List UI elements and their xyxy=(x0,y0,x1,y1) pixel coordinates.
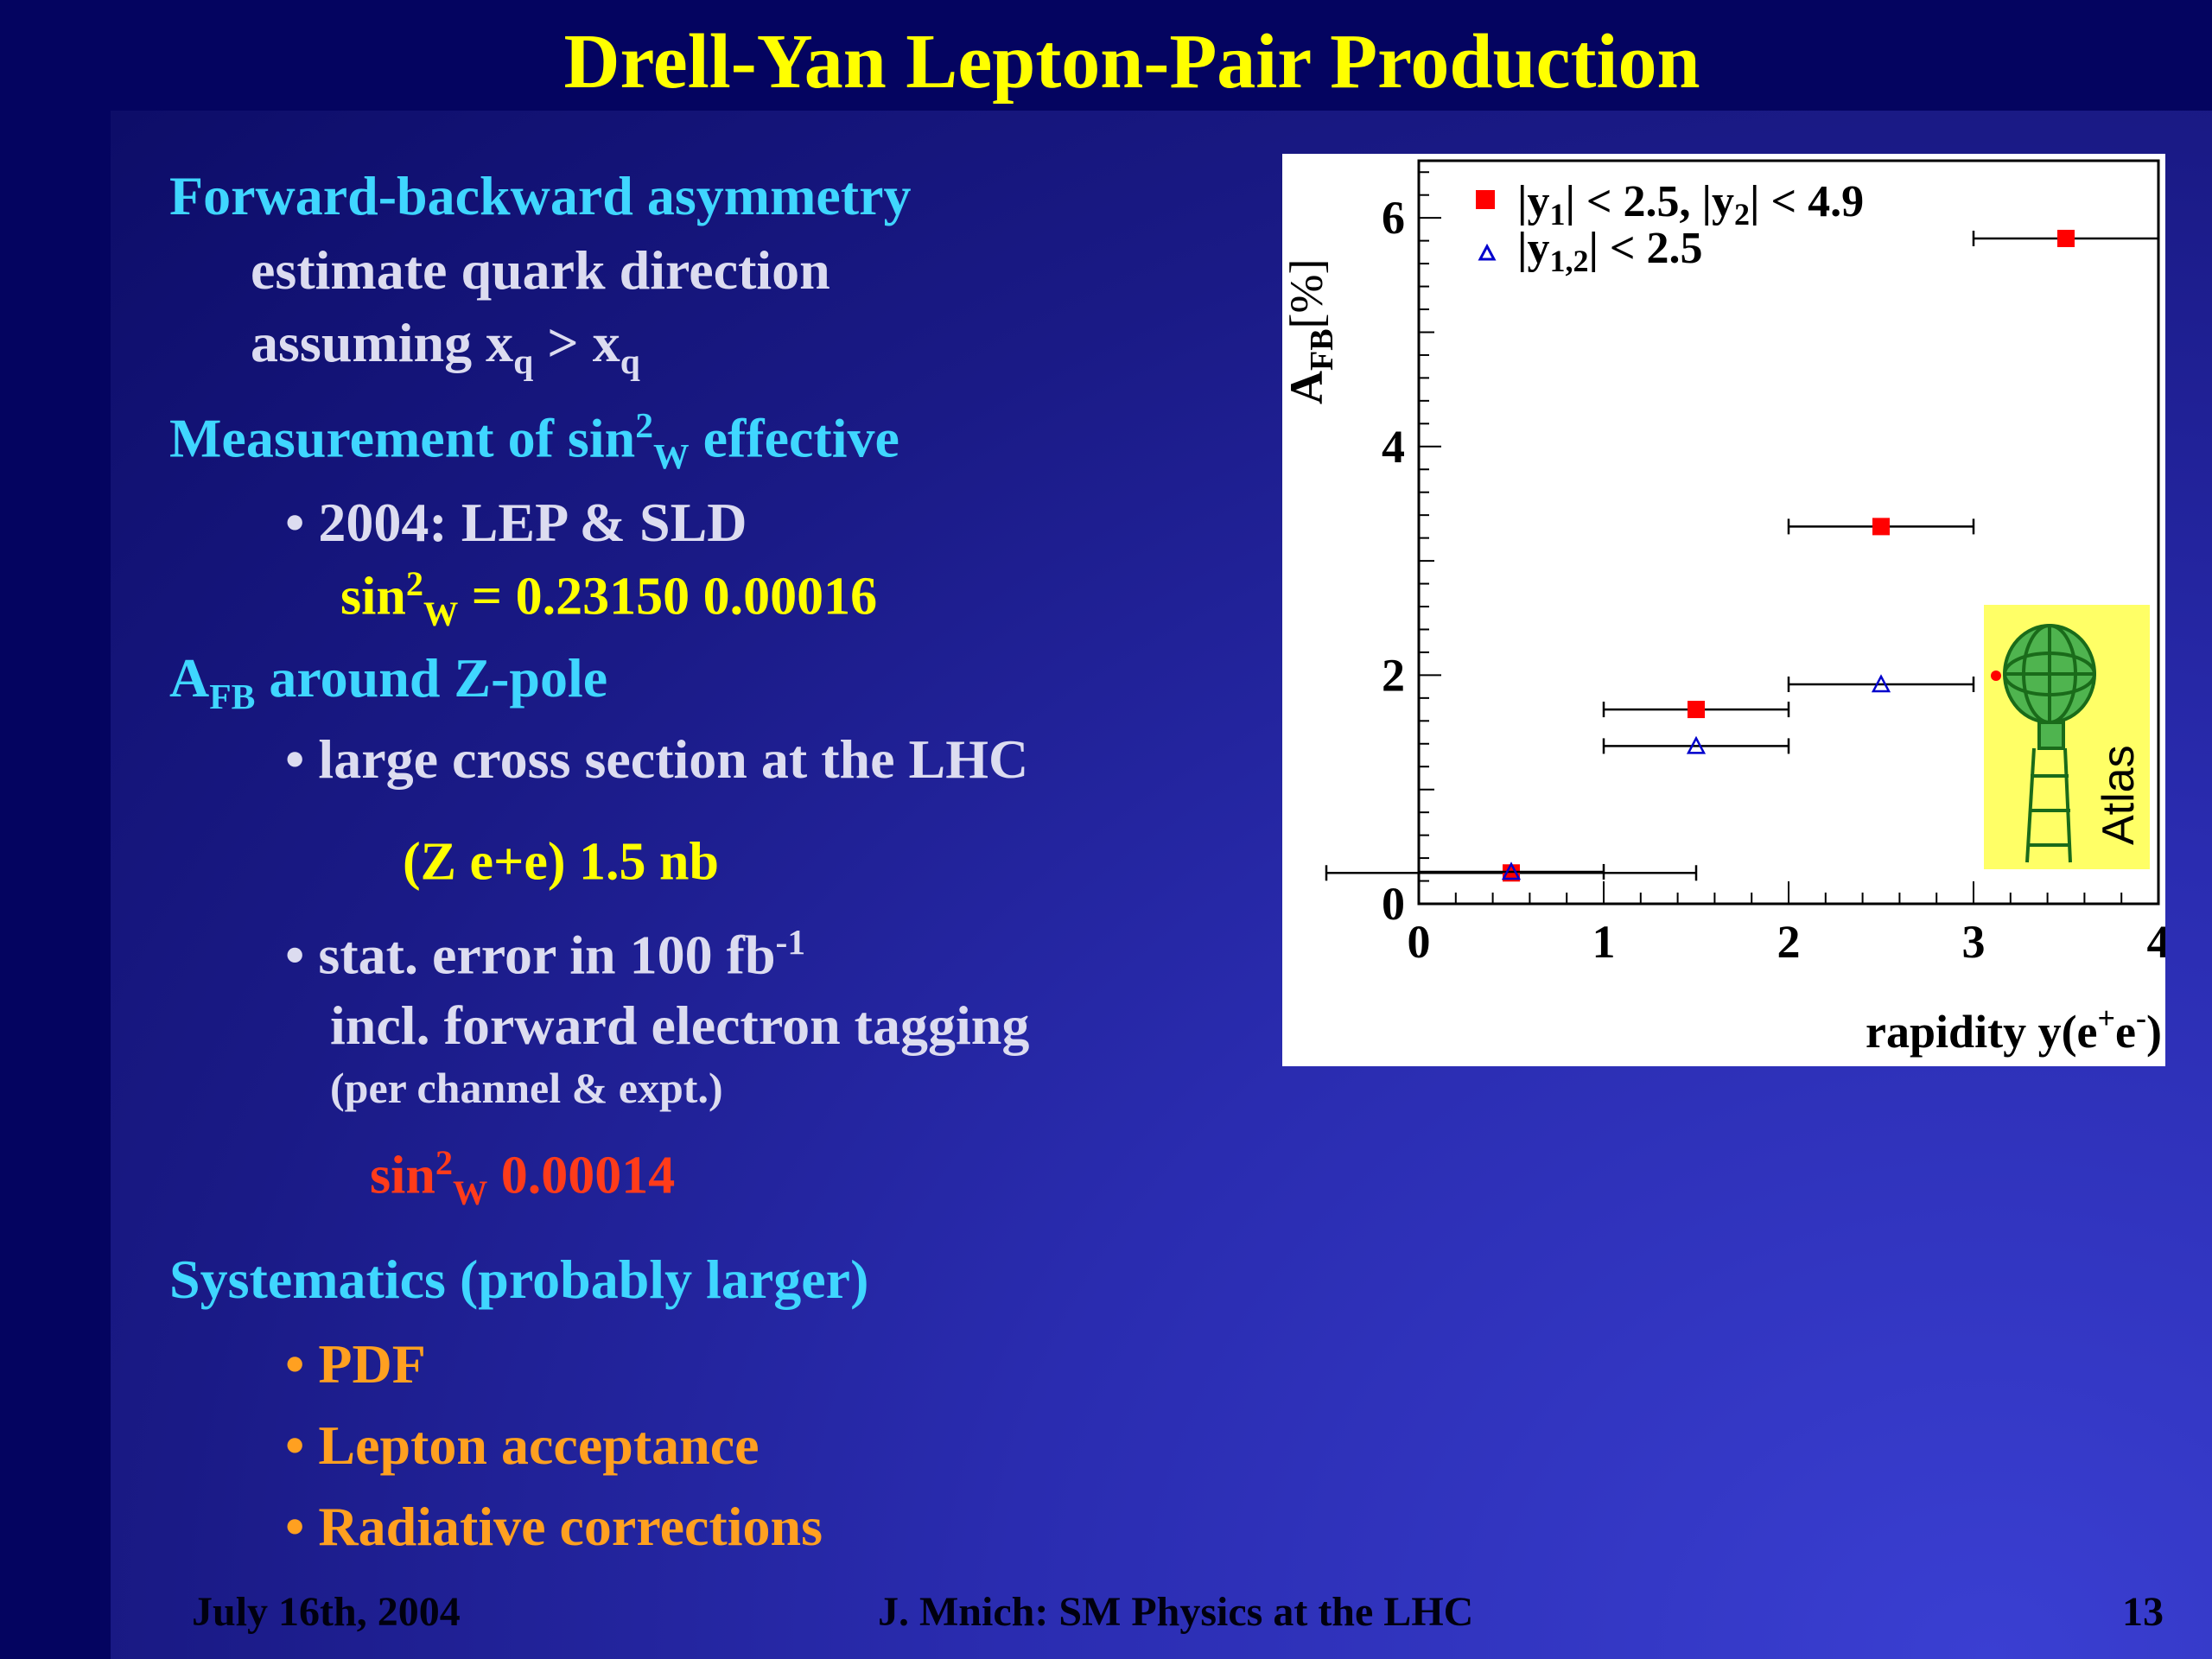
y-tick-label: 4 xyxy=(1382,421,1405,473)
section-systematics: Systematics (probably larger) xyxy=(169,1249,869,1310)
footer-date: July 16th, 2004 xyxy=(192,1589,461,1635)
x-tick-label: 2 xyxy=(1777,916,1801,968)
legend-label-series-1: |y1| < 2.5, |y2| < 4.9 xyxy=(1517,177,1864,232)
bullet-stat-error: • stat. error in 100 fb-1 xyxy=(285,922,806,986)
systematics-item-lepton-acceptance: • Lepton acceptance xyxy=(285,1414,760,1476)
bullet-lep-sld: • 2004: LEP & SLD xyxy=(285,492,747,553)
x-axis-label: rapidity y(e+e-) xyxy=(1866,1001,2162,1058)
footer-author: J. Mnich: SM Physics at the LHC xyxy=(878,1589,1474,1635)
legend-marker-blue-triangle xyxy=(1478,243,1497,261)
slide-title: Drell-Yan Lepton-Pair Production xyxy=(563,19,1700,105)
systematics-item-pdf: • PDF xyxy=(285,1333,426,1395)
x-tick-label: 1 xyxy=(1592,916,1616,968)
y-tick-label: 6 xyxy=(1382,192,1405,244)
data-point-blue-triangle xyxy=(1686,735,1707,754)
section-measurement-sin2: Measurement of sin2W effective xyxy=(169,405,899,477)
data-point-red-square xyxy=(1688,701,1705,719)
left-frame-bar xyxy=(0,0,111,1659)
systematics-item-radiative: • Radiative corrections xyxy=(285,1496,823,1557)
line-per-channel: (per channel & expt.) xyxy=(330,1064,723,1112)
y-axis-label: AFB[%] xyxy=(1282,258,1340,404)
x-tick-label: 0 xyxy=(1408,916,1431,968)
footer-page-number: 13 xyxy=(2122,1589,2164,1635)
y-tick-label: 0 xyxy=(1382,878,1405,930)
legend-label-series-2: |y1,2| < 2.5 xyxy=(1517,224,1703,278)
x-tick-label: 3 xyxy=(1962,916,1986,968)
x-tick-label: 4 xyxy=(2147,916,2166,968)
value-sin2-lep: sin2W = 0.23150 0.00016 xyxy=(340,564,878,634)
axis-ticks xyxy=(1418,171,2159,905)
line-forward-tagging: incl. forward electron tagging xyxy=(330,995,1030,1056)
legend-marker-red-square xyxy=(1476,190,1495,209)
afb-rapidity-chart: 0 1 2 3 4 0 2 4 6 Atlas |y1| < 2.5, |y2| < 4.9 |… xyxy=(1282,154,2165,1066)
data-point-red-square xyxy=(2057,229,2075,247)
atlas-label: Atlas xyxy=(2094,745,2144,845)
chart-legend: |y1| < 2.5, |y2| < 4.9 |y1,2| < 2.5 xyxy=(1476,177,1864,278)
atlas-detector-icon xyxy=(2003,624,2096,863)
data-point-red-square xyxy=(1503,864,1520,882)
data-point-red-square xyxy=(1872,518,1890,536)
top-frame-bar xyxy=(0,0,2212,111)
atlas-red-dot xyxy=(1991,671,2001,681)
data-point-blue-triangle xyxy=(1871,674,1891,693)
bullet-cross-section: • large cross section at the LHC xyxy=(285,728,1029,790)
tick-labels: 0 1 2 3 4 0 2 4 6 xyxy=(1382,192,2165,968)
section-forward-backward: Forward-backward asymmetry xyxy=(169,165,912,226)
data-point-blue-triangle xyxy=(1501,861,1522,880)
value-cross-section: (Z e+e) 1.5 nb xyxy=(403,832,719,892)
value-delta-sin2: sin2W 0.00014 xyxy=(370,1143,676,1213)
data-series xyxy=(1325,229,2160,882)
atlas-inset: Atlas xyxy=(1984,605,2150,869)
section-afb-zpole: AFB around Z-pole xyxy=(169,647,608,716)
y-tick-label: 2 xyxy=(1382,649,1405,701)
line-assuming: assuming xq > xq xyxy=(251,312,640,381)
line-estimate-quark: estimate quark direction xyxy=(251,239,830,301)
